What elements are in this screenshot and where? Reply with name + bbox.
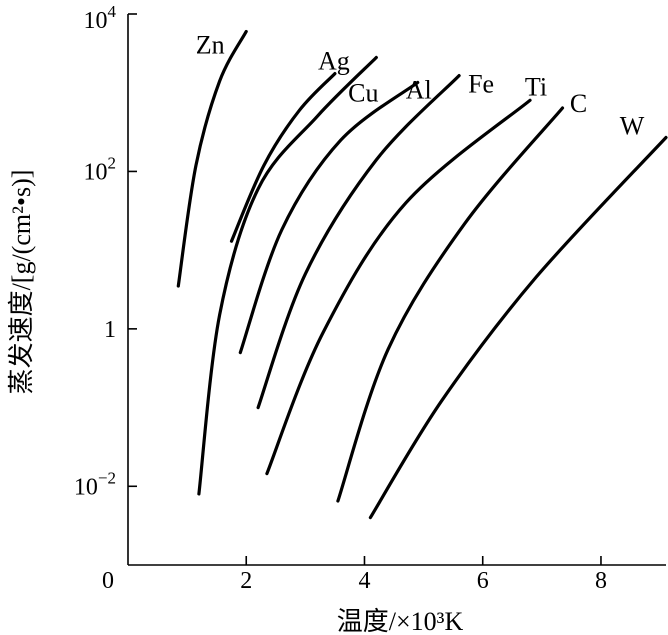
curve-labels: Zn Ag Cu Al Fe Ti C W	[196, 31, 645, 141]
curve-w	[368, 135, 668, 520]
x-tick-label: 4	[358, 568, 370, 594]
curve-label-fe: Fe	[468, 70, 494, 99]
curve-label-zn: Zn	[196, 31, 225, 60]
ticks	[128, 13, 602, 565]
curve-zn	[176, 29, 248, 288]
y-tick-label: 10−2	[74, 468, 116, 500]
curve-ag	[229, 72, 337, 243]
x-axis-title: 温度/×10³K	[337, 607, 464, 635]
curve-fe	[256, 74, 461, 410]
curve-label-cu: Cu	[348, 79, 378, 108]
y-tick-label: 1	[104, 317, 116, 343]
x-tick-label: 0	[102, 568, 114, 594]
curve-label-ag: Ag	[318, 47, 350, 76]
curve-ti	[265, 98, 532, 476]
curve-label-al: Al	[406, 76, 432, 105]
y-tick-label: 102	[84, 153, 117, 185]
curve-al	[238, 80, 420, 355]
curve-c	[336, 106, 565, 503]
x-tick-label: 8	[595, 568, 607, 594]
tick-labels: 0 2 4 6 8 10−2 1 102 104	[74, 2, 607, 594]
x-tick-label: 2	[240, 568, 252, 594]
curve-cu	[197, 55, 378, 496]
curve-label-w: W	[620, 112, 645, 141]
y-tick-label: 104	[84, 2, 117, 34]
axes	[127, 14, 666, 566]
curve-label-c: C	[570, 89, 587, 118]
x-tick-label: 6	[477, 568, 489, 594]
y-axis-title: 蒸发速度/[g/(cm²•s)]	[7, 170, 36, 395]
curves	[176, 29, 668, 520]
curve-label-ti: Ti	[525, 72, 547, 101]
